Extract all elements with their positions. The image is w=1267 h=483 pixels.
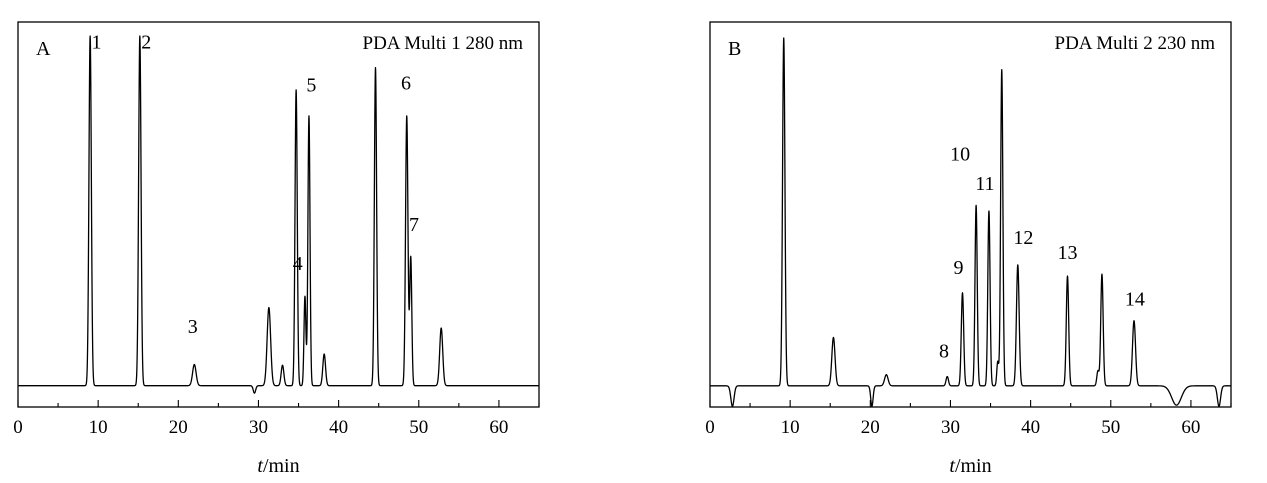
x-tick-label: 10 [781,417,800,438]
x-tick-label: 40 [1021,417,1040,438]
peak-number-label: 9 [953,257,963,279]
x-tick-label: 10 [89,417,108,438]
peak-number-label: 1 [92,32,102,54]
x-tick-label: 60 [1181,417,1200,438]
x-axis-title-unit: /min [955,455,992,477]
plot-frame [17,21,540,408]
chromatogram-trace [17,35,540,394]
x-tick-label: 40 [329,417,348,438]
peak-number-label: 10 [950,143,970,165]
chart-panel-b: 0 10 20 30 40 50 60 t/min B PDA Multi 2 230 nm 8 9 1… [705,21,1232,477]
peak-number-label: 4 [293,253,303,275]
detector-annotation: PDA Multi 1 280 nm [363,33,524,54]
x-tick-label: 0 [705,417,715,438]
x-axis-title-unit: /min [263,455,300,477]
peak-number-label: 7 [409,214,419,236]
x-axis-title-variable: t [949,455,955,477]
peak-number-label: 13 [1057,242,1077,264]
x-axis-title: t/min [949,455,991,477]
x-tick-label: 50 [1101,417,1120,438]
x-axis-title: t/min [257,455,299,477]
peak-number-label: 12 [1013,227,1033,249]
peak-number-label: 2 [141,32,151,54]
peak-number-label: 14 [1125,288,1145,310]
x-axis-title-variable: t [257,455,263,477]
x-tick-label: 20 [169,417,188,438]
x-tick-label: 50 [409,417,428,438]
x-tick-label: 20 [861,417,880,438]
chromatogram-trace [709,37,1232,407]
panel-label: A [36,38,51,60]
x-tick-label: 0 [13,417,23,438]
x-tick-label: 30 [249,417,268,438]
panel-label: B [728,38,741,60]
x-tick-label: 30 [941,417,960,438]
peak-number-label: 11 [975,173,994,195]
peak-number-label: 3 [188,316,198,338]
peak-number-label: 5 [306,74,316,96]
x-tick-label: 60 [489,417,508,438]
plot-frame [709,21,1232,408]
chart-panel-a: 0 10 20 30 40 50 60 t/min A PDA Multi 1 280 nm 1 2 3… [13,21,540,477]
peak-number-label: 8 [939,340,949,362]
detector-annotation: PDA Multi 2 230 nm [1055,33,1216,54]
peak-number-label: 6 [401,73,411,95]
